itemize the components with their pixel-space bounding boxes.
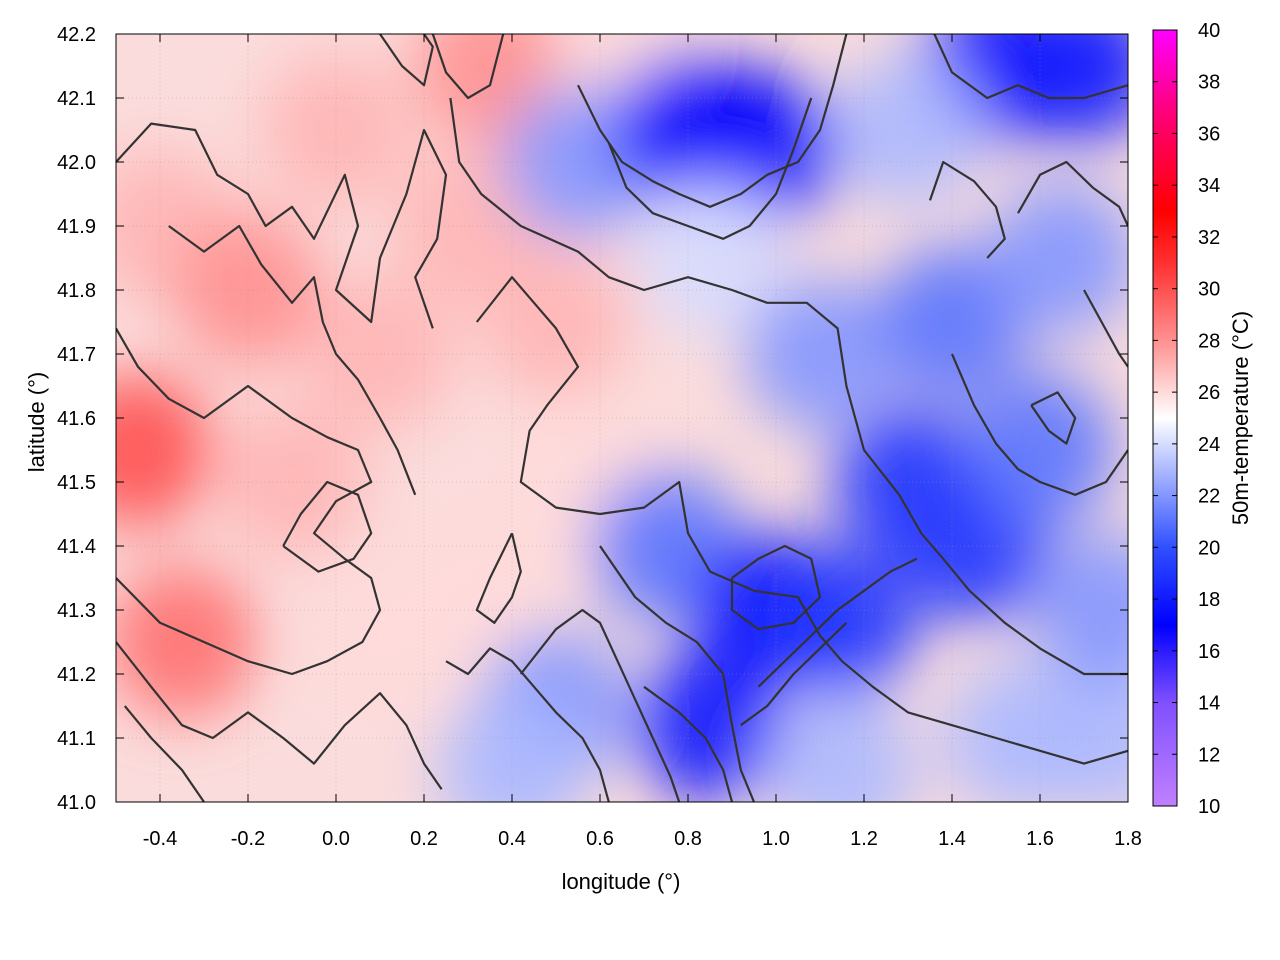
- y-tick-label: 41.7: [57, 344, 96, 366]
- colorbar-tick-label: 36: [1198, 123, 1220, 145]
- contour-22: [730, 544, 822, 631]
- colorbar-tick-label: 32: [1198, 227, 1220, 249]
- x-tick-label: 1.4: [938, 828, 966, 850]
- heatmap-cell: [635, 648, 785, 802]
- y-tick-label: 41.5: [57, 472, 96, 494]
- contour-3: [116, 327, 382, 676]
- contour-19: [445, 647, 610, 802]
- x-tick-label: -0.2: [231, 828, 265, 850]
- heatmap-cell: [987, 181, 1128, 335]
- contour-4: [116, 641, 443, 790]
- x-tick-label: 0.4: [498, 828, 526, 850]
- contour-11: [599, 545, 756, 802]
- contour-26: [1030, 391, 1077, 445]
- y-tick-label: 42.0: [57, 152, 96, 174]
- heatmap-cell: [1031, 661, 1128, 802]
- contour-10: [607, 97, 813, 240]
- y-tick-label: 41.3: [57, 600, 96, 622]
- contour-18: [1017, 160, 1128, 227]
- colorbar-tick-label: 14: [1198, 693, 1220, 715]
- colorbar-tick-label: 26: [1198, 382, 1220, 404]
- contour-2: [168, 224, 417, 496]
- contour-23: [282, 480, 373, 573]
- colorbar-tick-label: 22: [1198, 486, 1220, 508]
- colorbar-tick-label: 20: [1198, 537, 1220, 559]
- heatmap-cell: [1009, 34, 1128, 143]
- heatmap-cell: [767, 693, 917, 802]
- heatmap-cell: [767, 546, 917, 700]
- y-tick-label: 41.6: [57, 408, 96, 430]
- contour-5: [123, 705, 205, 802]
- x-tick-label: -0.4: [143, 828, 177, 850]
- x-tick-label: 1.0: [762, 828, 790, 850]
- heatmap-cell: [116, 373, 213, 527]
- y-tick-label: 41.0: [57, 792, 96, 814]
- colorbar-tick-label: 12: [1198, 744, 1220, 766]
- contour-15: [933, 34, 1128, 100]
- colorbar-tick-label: 16: [1198, 641, 1220, 663]
- x-tick-label: 1.6: [1026, 828, 1054, 850]
- y-axis-ticks: 41.0 41.1 41.2 41.3 41.4 41.5 41.6 41.7 41.8 41.9…: [57, 24, 1128, 814]
- colorbar-tick-label: 24: [1198, 434, 1220, 456]
- heatmap-cell: [833, 53, 983, 207]
- colorbar-tick-label: 28: [1198, 330, 1220, 352]
- colorbar-tick-label: 30: [1198, 279, 1220, 301]
- x-tick-label: 0.0: [322, 828, 350, 850]
- colorbar-ticks: 10 12 14 16 18 20 22 24 26 28 30 32 34 36 38 40: [1153, 20, 1220, 818]
- x-tick-label: 0.6: [586, 828, 614, 850]
- contour-12: [643, 685, 734, 802]
- x-axis-title: longitude (°): [562, 869, 681, 894]
- y-tick-label: 41.2: [57, 664, 96, 686]
- heatmap-cell: [481, 245, 631, 399]
- contour-14: [740, 622, 848, 727]
- contour-layer: [116, 34, 1128, 802]
- y-tick-label: 42.2: [57, 24, 96, 46]
- contour-20: [519, 608, 681, 802]
- heatmap-cell: [116, 565, 257, 719]
- colorbar-tick-label: 40: [1198, 20, 1220, 42]
- contour-1: [116, 122, 448, 329]
- colorbar-tick-label: 10: [1198, 796, 1220, 818]
- contour-9: [577, 34, 848, 208]
- x-tick-label: 1.8: [1114, 828, 1142, 850]
- x-tick-label: 1.2: [850, 828, 878, 850]
- contour-13: [757, 557, 918, 688]
- colorbar-tick-label: 34: [1198, 175, 1220, 197]
- contour-6: [431, 34, 505, 100]
- plot-area: -0.4 -0.2 0.0 0.2 0.4 0.6 0.8 1.0 1.2 1.4 1.6 1.8 4…: [57, 24, 1142, 850]
- colorbar-tick-label: 18: [1198, 589, 1220, 611]
- contour-17: [928, 160, 1006, 259]
- contour-7: [449, 97, 1128, 676]
- heatmap-layer: [116, 34, 1128, 802]
- x-tick-label: 0.8: [674, 828, 702, 850]
- x-axis-ticks: -0.4 -0.2 0.0 0.2 0.4 0.6 0.8 1.0 1.2 1.4 1.6 1.8: [143, 34, 1142, 850]
- heatmap-cell: [437, 693, 587, 802]
- y-tick-label: 42.1: [57, 88, 96, 110]
- y-tick-label: 41.9: [57, 216, 96, 238]
- colorbar: 10 12 14 16 18 20 22 24 26 28 30 32 34 36 38 40 50m-tem…: [1152, 20, 1253, 818]
- contour-21: [475, 532, 522, 624]
- colorbar-gradient-bar: [1152, 29, 1178, 807]
- colorbar-title: 50m-temperature (°C): [1228, 311, 1253, 525]
- y-axis-title: latitude (°): [24, 372, 49, 473]
- x-tick-label: 0.2: [410, 828, 438, 850]
- contour-25: [1083, 289, 1128, 368]
- contour-8: [475, 276, 1128, 765]
- heatmap-cell: [393, 501, 543, 655]
- contour-16: [950, 353, 1128, 496]
- y-tick-label: 41.4: [57, 536, 96, 558]
- colorbar-tick-label: 38: [1198, 72, 1220, 94]
- y-tick-label: 41.8: [57, 280, 96, 302]
- heatmap-cell: [1031, 533, 1128, 687]
- contour-24: [379, 34, 434, 87]
- y-tick-label: 41.1: [57, 728, 96, 750]
